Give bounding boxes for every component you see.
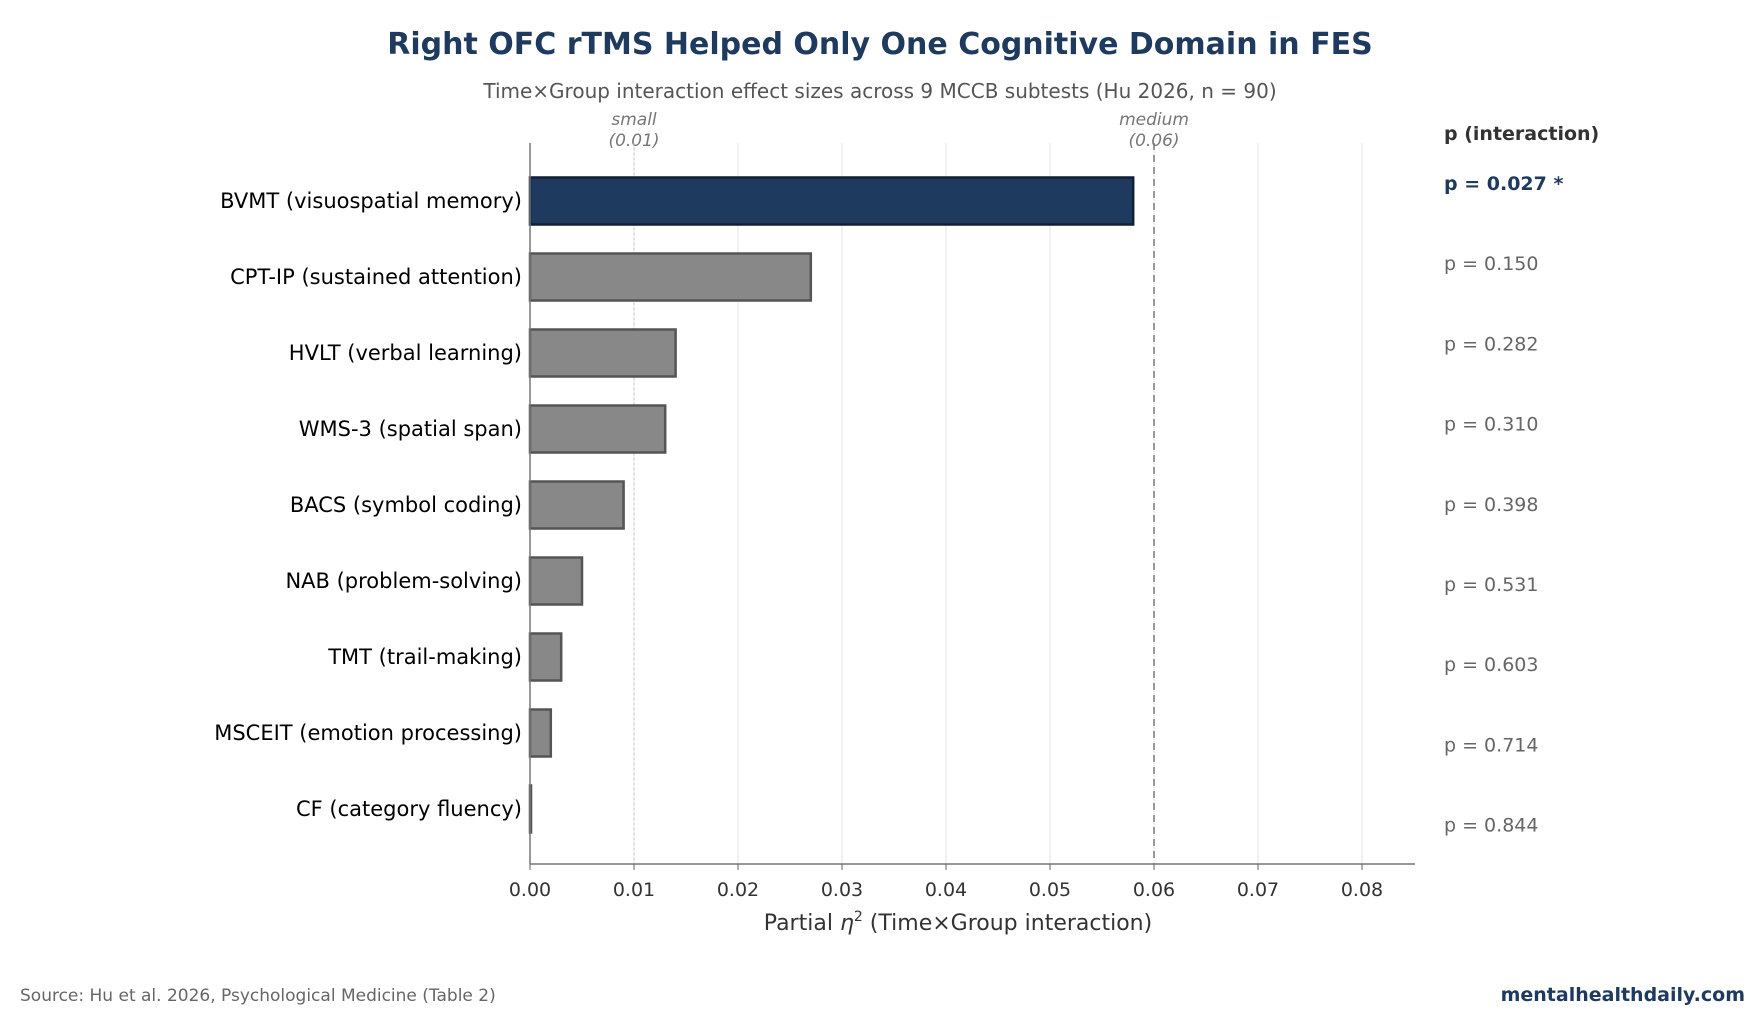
category-label: CPT-IP (sustained attention)	[230, 265, 522, 289]
x-tick-labels: 0.00 0.01 0.02 0.03 0.04 0.05 0.06 0.07 0.08	[509, 864, 1383, 901]
x-axis-label: Partial η2 (Time×Group interaction)	[764, 909, 1152, 936]
reference-label: medium	[1119, 110, 1189, 130]
x-tick-label: 0.01	[613, 879, 655, 901]
bars	[528, 176, 1135, 834]
p-value: p = 0.310	[1444, 414, 1538, 436]
bar-hvlt	[528, 328, 677, 378]
p-value: p = 0.150	[1444, 253, 1538, 275]
source-note: Source: Hu et al. 2026, Psychological Me…	[20, 986, 496, 1006]
p-value-header: p (interaction)	[1444, 123, 1599, 145]
category-label: NAB (problem-solving)	[285, 569, 522, 593]
brand-link[interactable]: mentalhealthdaily.com	[1501, 984, 1745, 1006]
category-label: BACS (symbol coding)	[290, 493, 522, 517]
p-value-column: p (interaction) p = 0.027 * p = 0.150 p = 0…	[1444, 123, 1599, 837]
x-tick-label: 0.08	[1341, 879, 1383, 901]
chart-subtitle: Time×Group interaction effect sizes acro…	[482, 79, 1276, 103]
category-label: TMT (trail-making)	[327, 645, 522, 669]
x-tick-label: 0.03	[821, 879, 863, 901]
x-tick-label: 0.06	[1133, 879, 1175, 901]
category-label: CF (category fluency)	[296, 797, 522, 821]
x-tick-label: 0.05	[1029, 879, 1071, 901]
p-value: p = 0.714	[1444, 734, 1538, 756]
reference-value-label: (0.01)	[608, 131, 659, 151]
reference-value-label: (0.06)	[1128, 131, 1179, 151]
p-value: p = 0.531	[1444, 574, 1538, 596]
bar-nab	[528, 556, 584, 606]
x-tick-label: 0.04	[925, 879, 967, 901]
bar-msceit	[528, 708, 553, 758]
category-label: MSCEIT (emotion processing)	[214, 721, 522, 745]
p-value: p = 0.398	[1444, 494, 1538, 516]
grid-lines	[633, 143, 1363, 864]
reference-label: small	[611, 110, 657, 130]
category-label: HVLT (verbal learning)	[289, 341, 522, 365]
category-labels: BVMT (visuospatial memory) CPT-IP (sustai…	[214, 189, 522, 821]
chart-title: Right OFC rTMS Helped Only One Cognitive…	[387, 27, 1372, 62]
reference-lines: small(0.01) medium(0.06)	[608, 110, 1189, 864]
category-label: WMS-3 (spatial span)	[299, 417, 522, 441]
p-value: p = 0.027 *	[1444, 173, 1563, 195]
bar-bacs	[528, 480, 625, 530]
bar-tmt	[528, 632, 563, 682]
bar-wms-3	[528, 404, 667, 454]
p-value: p = 0.844	[1444, 815, 1538, 837]
axes	[529, 143, 1415, 865]
category-label: BVMT (visuospatial memory)	[220, 189, 522, 213]
x-tick-label: 0.00	[509, 879, 551, 901]
x-tick-label: 0.07	[1237, 879, 1279, 901]
p-value: p = 0.282	[1444, 333, 1538, 355]
bar-bvmt	[528, 176, 1135, 226]
bar-cpt-ip	[528, 252, 813, 302]
x-tick-label: 0.02	[717, 879, 759, 901]
p-value: p = 0.603	[1444, 654, 1538, 676]
